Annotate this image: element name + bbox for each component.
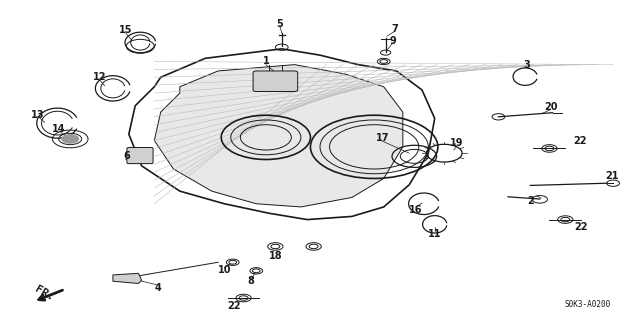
Text: 13: 13	[31, 110, 44, 120]
Text: 14: 14	[52, 124, 65, 135]
Text: 22: 22	[227, 300, 241, 311]
Text: 21: 21	[605, 171, 619, 181]
Text: 1: 1	[262, 56, 269, 66]
Text: 20: 20	[544, 102, 557, 112]
Text: 10: 10	[218, 265, 231, 275]
Text: 18: 18	[269, 251, 282, 261]
Text: 8: 8	[248, 276, 255, 286]
Text: 22: 22	[573, 136, 587, 145]
FancyBboxPatch shape	[253, 71, 298, 92]
Circle shape	[62, 135, 79, 143]
Text: 19: 19	[451, 138, 464, 148]
Text: 7: 7	[391, 24, 398, 34]
Text: 9: 9	[389, 36, 396, 46]
FancyBboxPatch shape	[127, 147, 153, 164]
Text: 2: 2	[527, 196, 534, 206]
Text: 12: 12	[93, 72, 107, 82]
Text: 11: 11	[428, 229, 442, 240]
Text: S0K3-A0200: S0K3-A0200	[564, 300, 611, 309]
Text: 16: 16	[409, 205, 422, 215]
Text: 15: 15	[119, 26, 132, 35]
Text: FR.: FR.	[33, 285, 56, 303]
Text: 5: 5	[276, 19, 284, 28]
Text: 6: 6	[124, 151, 131, 161]
Text: 17: 17	[376, 133, 389, 143]
Text: 22: 22	[575, 222, 588, 233]
Text: 3: 3	[524, 60, 531, 70]
Polygon shape	[154, 65, 403, 207]
Polygon shape	[113, 273, 141, 284]
Text: 4: 4	[154, 283, 161, 293]
